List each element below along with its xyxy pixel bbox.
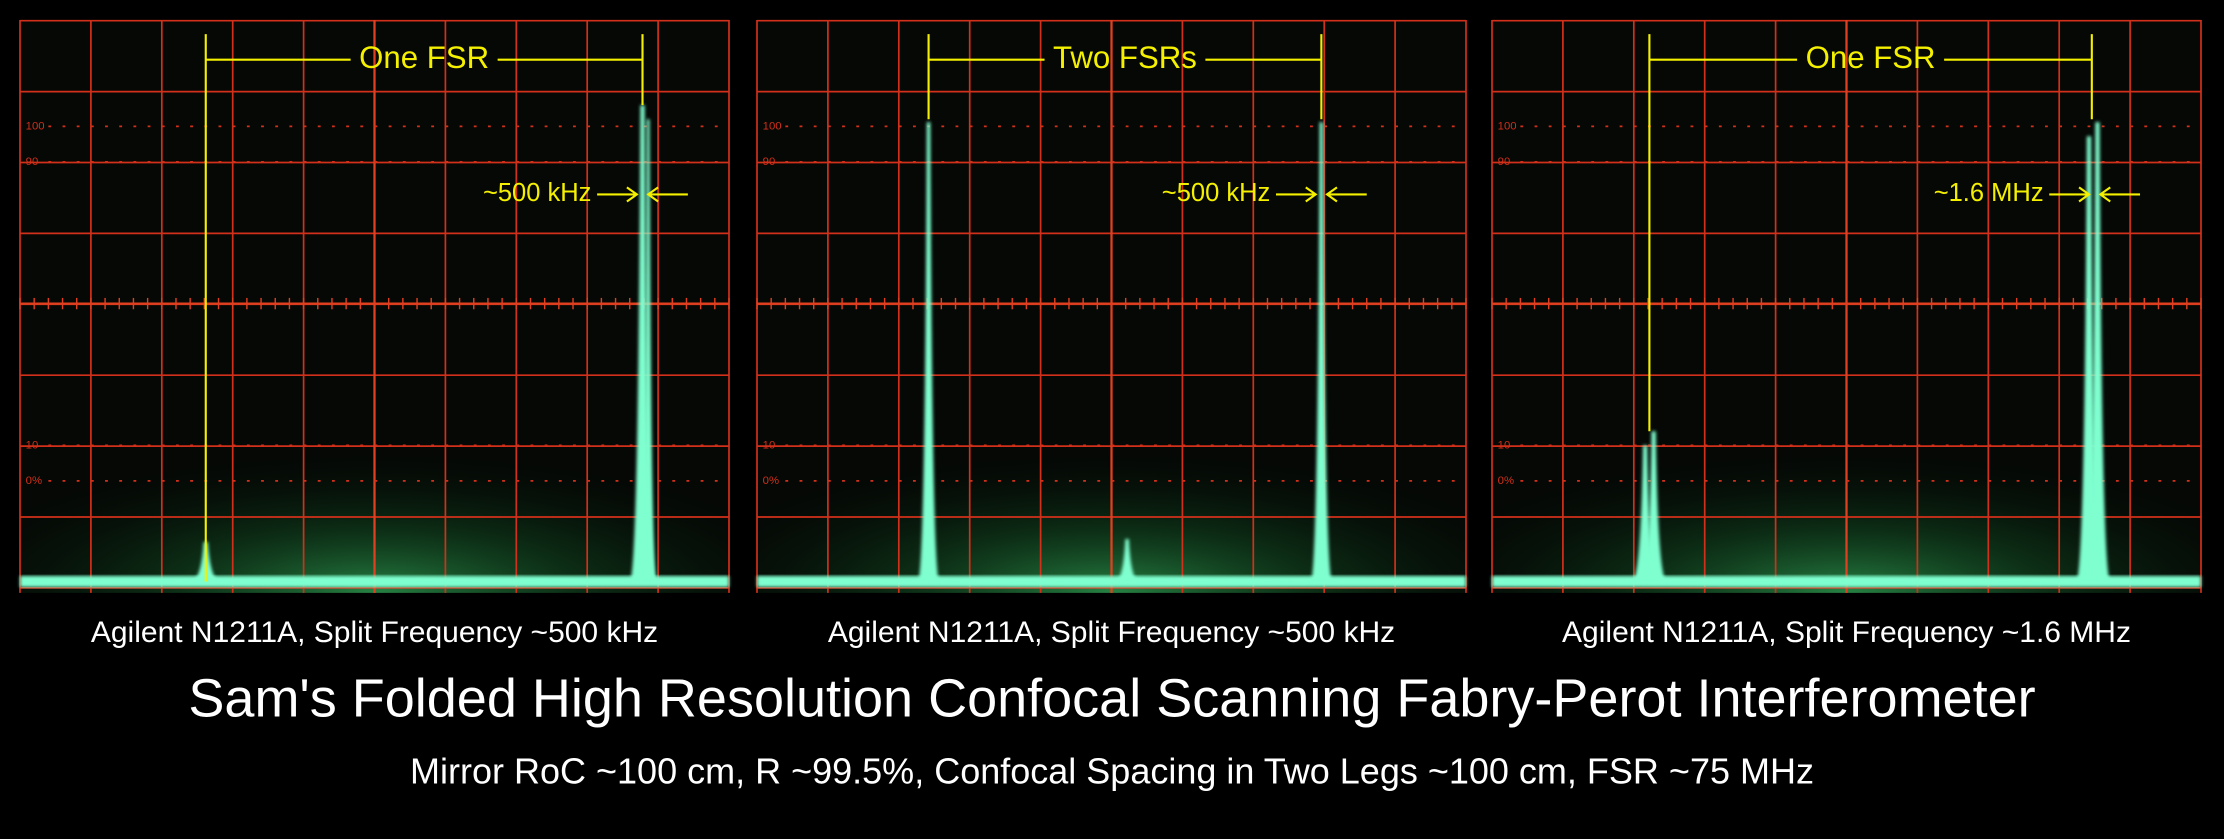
split-arrow — [597, 186, 688, 203]
caption: Agilent N1211A, Split Frequency ~500 kHz — [828, 616, 1395, 649]
scope-screen: 100 90 10 0% One FSR ~500 kHz — [19, 19, 730, 593]
title: Sam's Folded High Resolution Confocal Sc… — [188, 668, 2035, 728]
scale-label: 90 — [763, 156, 776, 168]
baseline-trace — [1492, 575, 2201, 588]
scale-label: 100 — [1498, 120, 1517, 132]
split-label: ~500 kHz — [1162, 179, 1271, 207]
caption: Agilent N1211A, Split Frequency ~500 kHz — [91, 616, 658, 649]
baseline-trace — [757, 575, 1466, 588]
subtitle: Mirror RoC ~100 cm, R ~99.5%, Confocal S… — [410, 751, 1814, 792]
scale-label: 10 — [26, 439, 39, 451]
scale-label: 10 — [763, 439, 776, 451]
scale-label: 100 — [763, 120, 782, 132]
scale-label: 0% — [26, 475, 42, 487]
fsr-label: One FSR — [1806, 40, 1936, 75]
peak — [917, 122, 940, 582]
fsr-label: Two FSRs — [1053, 40, 1197, 75]
caption: Agilent N1211A, Split Frequency ~1.6 MHz — [1562, 616, 2131, 649]
split-arrow — [1275, 186, 1367, 203]
scale-label: 90 — [26, 156, 39, 168]
peak — [1310, 122, 1332, 582]
scale-label: 90 — [1498, 156, 1511, 168]
peak — [639, 119, 657, 582]
peak — [2084, 122, 2111, 582]
split-arrow — [2049, 186, 2141, 203]
peak — [1116, 538, 1138, 582]
peak — [2076, 136, 2102, 582]
split-label: ~1.6 MHz — [1934, 179, 2044, 207]
scale-label: 0% — [763, 475, 779, 487]
fsr-label: One FSR — [359, 40, 489, 75]
scope-screen: 100 90 10 0% Two FSRs ~500 kHz — [756, 19, 1467, 593]
peak — [1640, 431, 1667, 582]
scale-label: 10 — [1498, 439, 1511, 451]
peak — [1632, 445, 1658, 582]
baseline-trace — [20, 575, 729, 588]
split-label: ~500 kHz — [483, 179, 592, 207]
scale-label: 100 — [26, 120, 45, 132]
scope-screen: 100 90 10 0% One FSR ~1.6 MHz — [1491, 19, 2202, 593]
peak — [629, 105, 656, 582]
scale-label: 0% — [1498, 475, 1514, 487]
